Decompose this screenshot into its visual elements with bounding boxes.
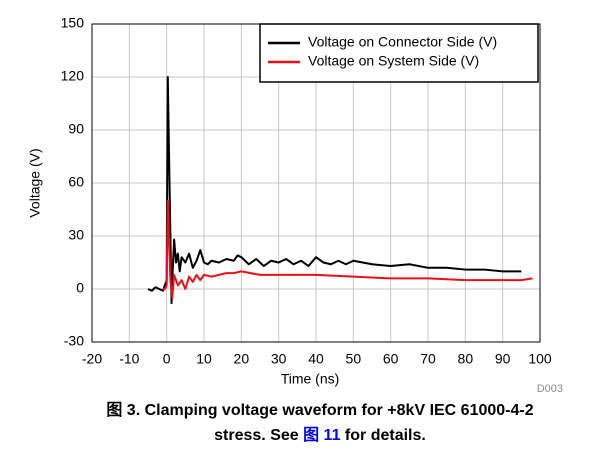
x-tick-label: 60 bbox=[383, 351, 399, 367]
caption-line: stress. See 图 11 for details. bbox=[214, 426, 426, 444]
x-axis-label: Time (ns) bbox=[281, 371, 340, 387]
series-line bbox=[147, 76, 522, 305]
x-tick-label: 20 bbox=[234, 351, 250, 367]
y-tick-label: -30 bbox=[64, 333, 84, 349]
caption-link[interactable]: 图 11 bbox=[303, 426, 340, 444]
x-tick-label: 50 bbox=[346, 351, 362, 367]
x-tick-label: 40 bbox=[308, 351, 324, 367]
figure-code: D003 bbox=[537, 383, 563, 395]
y-tick-label: 120 bbox=[61, 68, 85, 84]
x-tick-label: -20 bbox=[82, 351, 102, 367]
y-tick-label: 60 bbox=[68, 174, 84, 190]
x-tick-label: 100 bbox=[528, 351, 552, 367]
series-line bbox=[162, 199, 533, 299]
y-tick-label: 90 bbox=[68, 121, 84, 137]
legend-box bbox=[259, 23, 539, 83]
x-tick-label: 70 bbox=[420, 351, 436, 367]
x-tick-label: -10 bbox=[119, 351, 139, 367]
x-tick-label: 30 bbox=[271, 351, 287, 367]
x-tick-label: 90 bbox=[495, 351, 511, 367]
caption-text: for details. bbox=[340, 427, 425, 444]
x-tick-label: 0 bbox=[163, 351, 171, 367]
y-tick-label: 0 bbox=[76, 280, 84, 296]
x-tick-label: 80 bbox=[458, 351, 474, 367]
caption-text: stress. See bbox=[214, 427, 303, 444]
x-tick-label: 10 bbox=[196, 351, 212, 367]
legend-label: Voltage on System Side (V) bbox=[308, 53, 479, 69]
y-tick-label: 30 bbox=[68, 227, 84, 243]
y-axis-label: Voltage (V) bbox=[27, 148, 43, 217]
legend-label: Voltage on Connector Side (V) bbox=[308, 34, 497, 50]
y-tick-label: 150 bbox=[61, 15, 85, 31]
caption-line: 图 3. Clamping voltage waveform for +8kV … bbox=[106, 401, 533, 419]
